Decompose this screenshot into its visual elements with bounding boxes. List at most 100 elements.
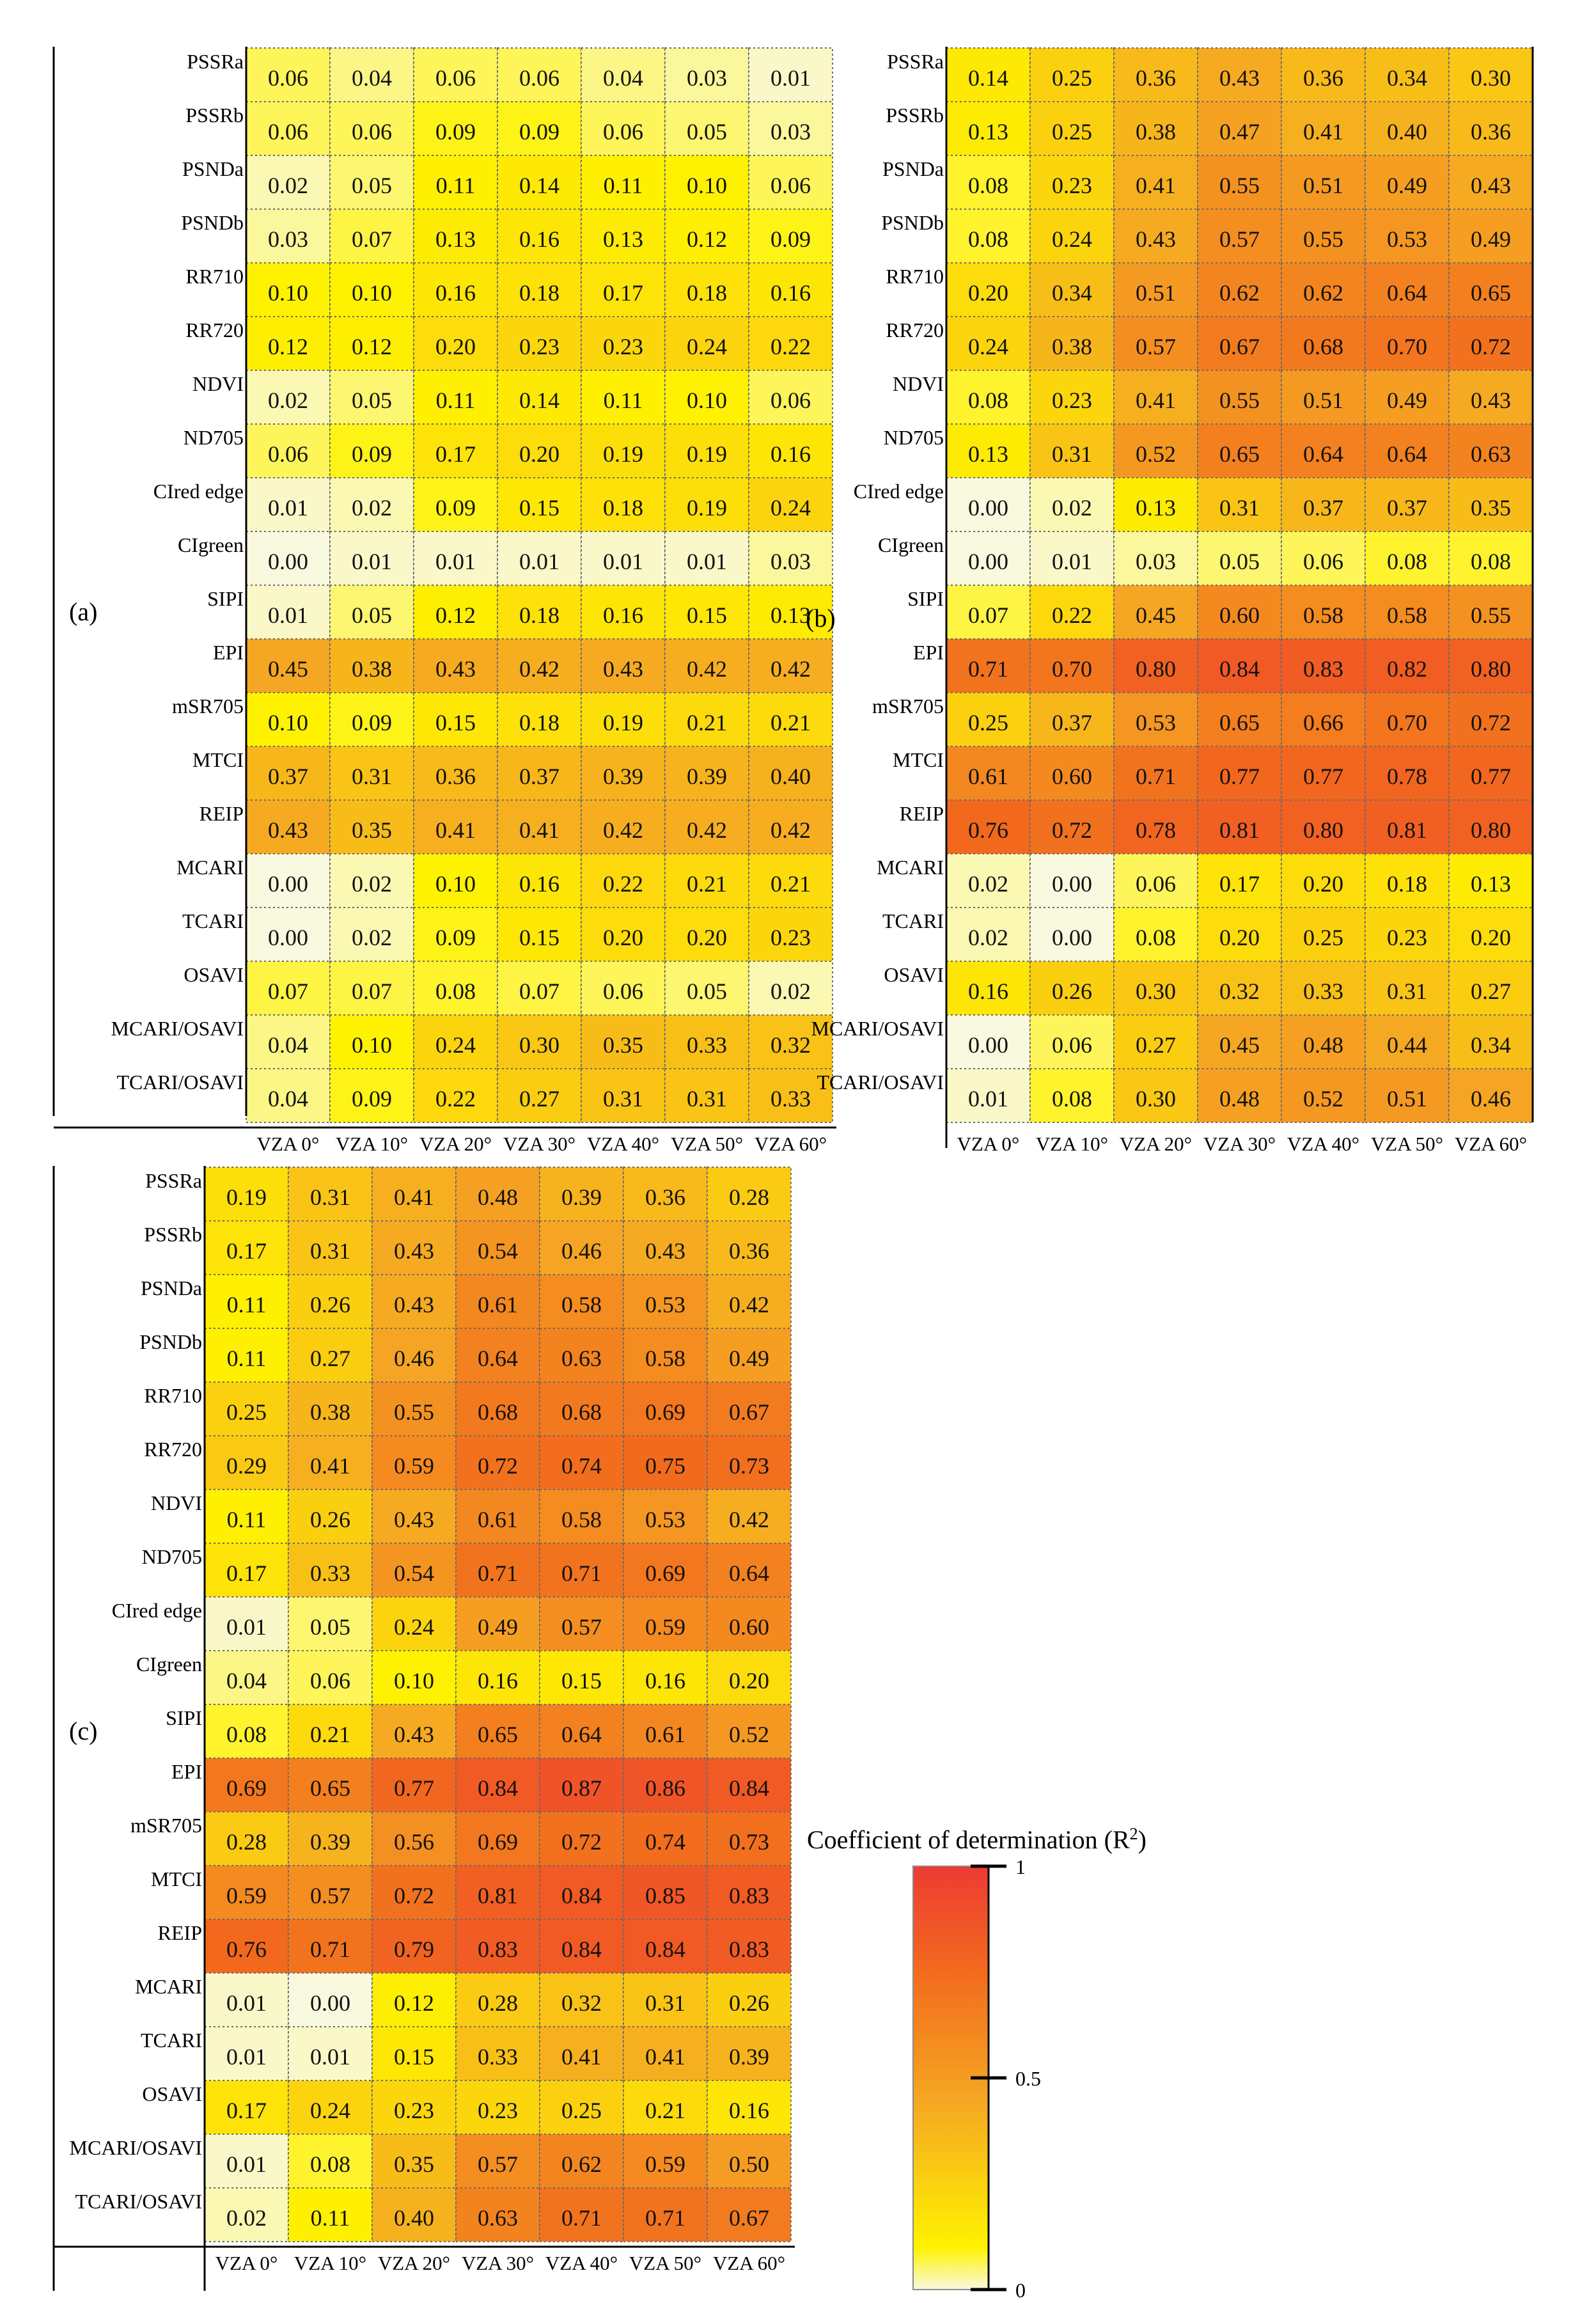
- cell-value-label: 0.43: [645, 1238, 685, 1264]
- cell-value-label: 0.30: [1471, 65, 1511, 91]
- cell-value-label: 0.28: [478, 1990, 518, 2016]
- cell-value-label: 0.28: [226, 1829, 267, 1855]
- cell-value-label: 0.08: [1387, 549, 1427, 574]
- heatmap-cell: [623, 1328, 708, 1383]
- column-label: VZA 0°: [957, 1133, 1020, 1155]
- heatmap-cell: [413, 1014, 498, 1069]
- cell-value-label: 0.18: [687, 280, 727, 306]
- cell-value-label: 0.26: [310, 1507, 350, 1532]
- row-label: MCARI/OSAVI: [811, 1017, 944, 1040]
- heatmap-cell: [246, 638, 331, 693]
- cell-value-label: 0.20: [435, 334, 476, 359]
- row-label: SIPI: [207, 587, 244, 610]
- heatmap-cell: [581, 477, 666, 532]
- row-label: PSSRb: [144, 1223, 202, 1246]
- heatmap-cell: [1113, 1068, 1198, 1123]
- cell-value-label: 0.41: [1136, 173, 1176, 198]
- heatmap-cell: [455, 2134, 540, 2189]
- heatmap-cell: [497, 47, 582, 102]
- heatmap-cell: [664, 101, 749, 156]
- column-label: VZA 50°: [671, 1133, 743, 1155]
- cell-value-label: 0.80: [1136, 656, 1176, 682]
- row-label: ND705: [142, 1545, 202, 1568]
- cell-value-label: 0.05: [1219, 549, 1260, 574]
- cell-value-label: 0.49: [1387, 388, 1427, 413]
- cell-value-label: 0.31: [310, 1184, 350, 1210]
- heatmap-cell: [204, 1543, 289, 1598]
- cell-value-label: 0.35: [1471, 495, 1511, 521]
- cell-value-label: 0.27: [310, 1346, 350, 1371]
- cell-value-label: 0.12: [352, 334, 392, 359]
- cell-value-label: 0.43: [1471, 388, 1511, 413]
- heatmap-cell: [1281, 423, 1366, 478]
- heatmap-cell: [246, 853, 331, 908]
- column-label: VZA 20°: [419, 1133, 492, 1155]
- heatmap-cell: [329, 746, 414, 801]
- heatmap-cell: [329, 423, 414, 478]
- cell-value-label: 0.57: [1219, 226, 1260, 252]
- heatmap-cell: [329, 262, 414, 317]
- heatmap-cell: [707, 1543, 792, 1598]
- heatmap-cell: [1365, 208, 1450, 263]
- heatmap-cell: [1365, 262, 1450, 317]
- row-label: RR720: [886, 318, 944, 342]
- heatmap-cell: [1197, 262, 1282, 317]
- heatmap-cell: [664, 262, 749, 317]
- cell-value-label: 0.17: [226, 1560, 267, 1586]
- heatmap-cell: [413, 155, 498, 210]
- cell-value-label: 0.32: [561, 1990, 602, 2016]
- cell-value-label: 0.31: [1387, 979, 1427, 1004]
- cell-value-label: 0.65: [1219, 710, 1260, 735]
- column-label: VZA 30°: [1203, 1133, 1276, 1155]
- cell-value-label: 0.68: [561, 1399, 602, 1425]
- heatmap-cell: [1197, 47, 1282, 102]
- column-label: VZA 10°: [294, 2252, 366, 2274]
- heatmap-cell: [1113, 585, 1198, 640]
- cell-value-label: 0.41: [1303, 119, 1343, 145]
- cell-value-label: 0.45: [1219, 1032, 1260, 1058]
- heatmap-cell: [623, 1381, 708, 1436]
- heatmap-cell: [1197, 1068, 1282, 1123]
- cell-value-label: 0.18: [603, 495, 643, 521]
- heatmap-cell: [1365, 477, 1450, 532]
- cell-value-label: 0.01: [519, 549, 559, 574]
- colorbar-title-text: Coefficient of determination (R: [807, 1825, 1130, 1854]
- cell-value-label: 0.18: [1387, 871, 1427, 897]
- row-label: TCARI/OSAVI: [116, 1071, 244, 1094]
- column-label: VZA 60°: [1455, 1133, 1527, 1155]
- row-label: PSNDb: [181, 211, 244, 234]
- cell-value-label: 0.31: [310, 1238, 350, 1264]
- heatmap-cell: [581, 531, 666, 586]
- cell-value-label: 0.27: [519, 1086, 559, 1112]
- cell-value-label: 0.04: [226, 1668, 267, 1694]
- heatmap-cell: [497, 101, 582, 156]
- cell-value-label: 0.58: [1387, 602, 1427, 628]
- row-label: SIPI: [166, 1706, 202, 1729]
- cell-value-label: 0.07: [519, 979, 559, 1004]
- heatmap-cell: [497, 907, 582, 962]
- heatmap-cell: [1029, 370, 1115, 425]
- cell-value-label: 0.22: [603, 871, 643, 897]
- cell-value-label: 0.49: [478, 1614, 518, 1640]
- cell-value-label: 0.36: [435, 764, 476, 789]
- cell-value-label: 0.67: [1219, 334, 1260, 359]
- heatmap-cell: [623, 2080, 708, 2135]
- cell-value-label: 0.72: [1471, 334, 1511, 359]
- cell-value-label: 0.65: [1471, 280, 1511, 306]
- heatmap-cell: [664, 1068, 749, 1123]
- cell-value-label: 0.20: [1219, 925, 1260, 950]
- cell-value-label: 0.76: [968, 817, 1008, 843]
- cell-value-label: 0.05: [352, 388, 392, 413]
- cell-value-label: 0.64: [1303, 441, 1343, 467]
- heatmap-cell: [1029, 208, 1115, 263]
- heatmap-cell: [539, 1381, 624, 1436]
- heatmap-cell: [1365, 1014, 1450, 1069]
- heatmap-cell: [372, 1381, 457, 1436]
- cell-value-label: 0.02: [1052, 495, 1092, 521]
- cell-value-label: 0.17: [1219, 871, 1260, 897]
- cell-value-label: 0.60: [729, 1614, 769, 1640]
- cell-value-label: 0.39: [687, 764, 727, 789]
- column-label: VZA 50°: [629, 2252, 701, 2274]
- cell-value-label: 0.34: [1052, 280, 1092, 306]
- cell-value-label: 0.53: [1136, 710, 1176, 735]
